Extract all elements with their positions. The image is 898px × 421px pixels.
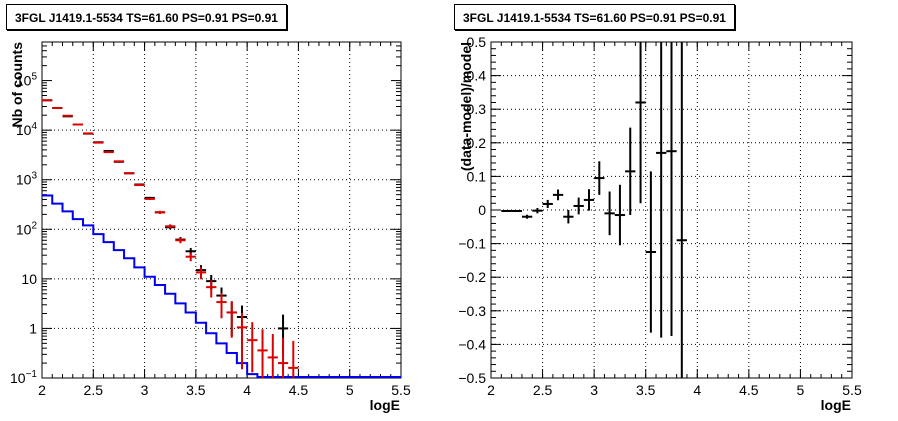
left-x-tick-label: 3 xyxy=(141,382,149,398)
left-x-tick-label: 2.5 xyxy=(84,382,104,398)
right-x-tick-label: 3 xyxy=(590,382,598,398)
left-chart-title: 3FGL J1419.1-5534 TS=61.60 PS=0.91 PS=0.… xyxy=(6,4,287,30)
right-x-tick-label: 5 xyxy=(797,382,805,398)
left-y-tick-label: 105 xyxy=(16,72,38,89)
left-y-tick-label: 103 xyxy=(16,171,38,188)
left-y-tick-label: 10−1 xyxy=(10,369,37,386)
left-x-tick-label: 4 xyxy=(243,382,251,398)
right-y-tick-label: −0.4 xyxy=(458,336,486,352)
left-y-tick-label: 102 xyxy=(16,220,38,237)
left-plot-frame xyxy=(41,41,402,379)
left-x-tick-label: 4.5 xyxy=(289,382,309,398)
right-y-tick-label: 0.2 xyxy=(467,135,487,151)
right-y-tick-label: 0.5 xyxy=(467,34,487,50)
right-y-tick-label: −0.5 xyxy=(458,370,486,386)
left-y-tick-label: 10 xyxy=(21,271,37,287)
left-x-axis-label: logE xyxy=(370,397,400,413)
right-x-tick-label: 2.5 xyxy=(533,382,553,398)
right-x-tick-label: 4 xyxy=(693,382,701,398)
right-y-tick-label: 0 xyxy=(478,202,486,218)
right-y-axis-label: (data-model)/model xyxy=(458,42,474,171)
left-y-tick-label: 1 xyxy=(29,320,37,336)
right-y-tick-label: 0.4 xyxy=(467,68,487,84)
right-y-tick-label: 0.3 xyxy=(467,101,487,117)
right-x-tick-label: 4.5 xyxy=(739,382,759,398)
left-model-histogram xyxy=(42,194,401,378)
right-x-tick-label: 2 xyxy=(487,382,495,398)
left-y-axis-label: Nb of counts xyxy=(9,42,25,128)
left-x-tick-label: 5.5 xyxy=(391,382,411,398)
right-y-tick-label: −0.1 xyxy=(458,236,486,252)
right-x-axis-label: logE xyxy=(821,397,851,413)
right-y-tick-label: 0.1 xyxy=(467,168,487,184)
right-x-tick-label: 3.5 xyxy=(636,382,656,398)
right-chart-panel: logE (data-model)/model 2 2.5 3 3.5 4 4.5 5 5.5… xyxy=(458,34,862,413)
right-y-tick-label: −0.2 xyxy=(458,269,486,285)
left-x-tick-label: 2 xyxy=(38,382,46,398)
left-x-tick-label: 3.5 xyxy=(186,382,206,398)
left-y-tick-label: 104 xyxy=(16,121,38,138)
left-x-tick-label: 5 xyxy=(346,382,354,398)
right-y-tick-label: −0.3 xyxy=(458,303,486,319)
left-chart-panel: logE Nb of counts 2 2.5 3 3.5 4 4.5 5 5.5 10−1 1 1… xyxy=(9,41,411,413)
right-x-tick-label: 5.5 xyxy=(842,382,862,398)
right-chart-title: 3FGL J1419.1-5534 TS=61.60 PS=0.91 PS=0.… xyxy=(454,4,735,30)
